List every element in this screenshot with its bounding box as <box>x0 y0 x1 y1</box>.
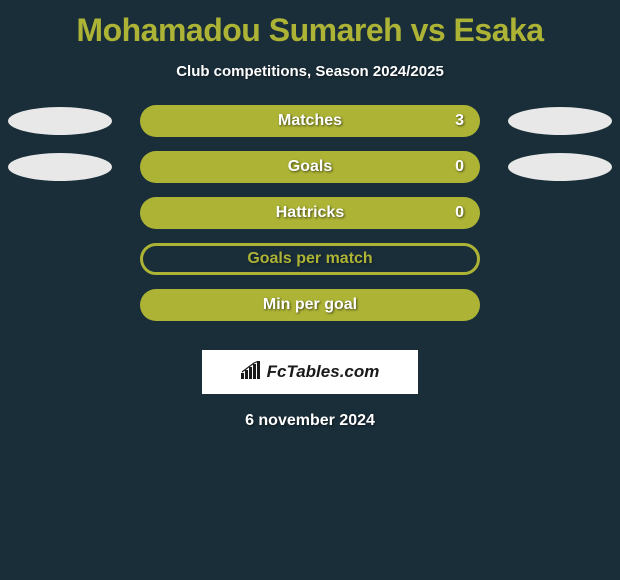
stat-bar: Goals 0 <box>140 151 480 183</box>
right-ellipse <box>508 107 612 135</box>
stat-row: Hattricks 0 <box>0 190 620 236</box>
stats-card: Mohamadou Sumareh vs Esaka Club competit… <box>0 0 620 456</box>
stat-row: Matches 3 <box>0 98 620 144</box>
stat-bar: Matches 3 <box>140 105 480 137</box>
date-label: 6 november 2024 <box>0 394 620 448</box>
brand-box[interactable]: FcTables.com <box>202 350 418 394</box>
page-title: Mohamadou Sumareh vs Esaka <box>0 8 620 55</box>
stat-bar: Hattricks 0 <box>140 197 480 229</box>
stat-bar: Goals per match <box>140 243 480 275</box>
stat-row: Goals 0 <box>0 144 620 190</box>
stat-label: Min per goal <box>263 296 357 314</box>
stat-row: Goals per match <box>0 236 620 282</box>
stat-label: Matches <box>278 112 342 130</box>
stat-bar: Min per goal <box>140 289 480 321</box>
stat-value: 0 <box>455 158 464 176</box>
chart-icon <box>241 361 261 384</box>
brand-text: FcTables.com <box>267 362 380 382</box>
left-ellipse <box>8 107 112 135</box>
subtitle: Club competitions, Season 2024/2025 <box>0 55 620 98</box>
right-ellipse <box>508 153 612 181</box>
left-ellipse <box>8 153 112 181</box>
stat-label: Goals per match <box>247 250 372 268</box>
stat-label: Hattricks <box>276 204 344 222</box>
stat-label: Goals <box>288 158 332 176</box>
stat-row: Min per goal <box>0 282 620 328</box>
stat-value: 3 <box>455 112 464 130</box>
stats-list: Matches 3 Goals 0 Hattricks 0 Goals per match M… <box>0 98 620 328</box>
stat-value: 0 <box>455 204 464 222</box>
